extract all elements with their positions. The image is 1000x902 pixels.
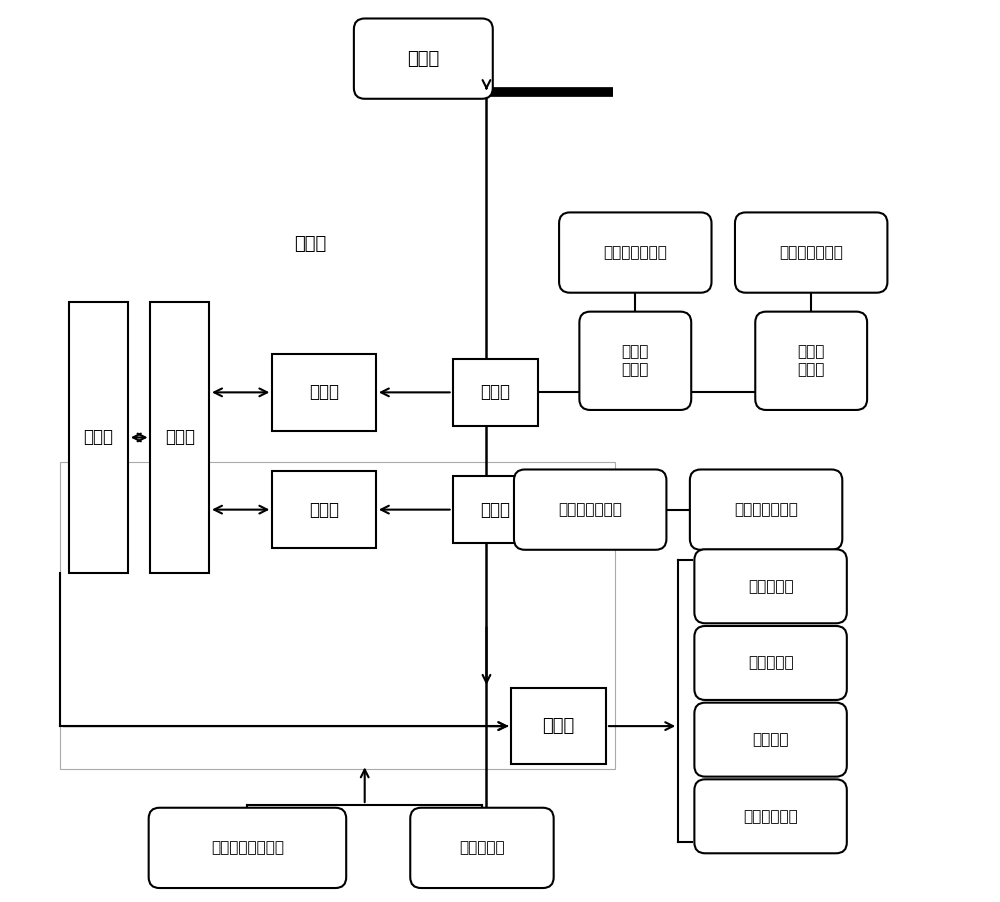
FancyBboxPatch shape: [559, 213, 712, 292]
Text: 智能采
集终端: 智能采 集终端: [622, 344, 649, 378]
Text: 数据库: 数据库: [84, 428, 114, 446]
FancyBboxPatch shape: [694, 626, 847, 700]
Text: 报警表录入: 报警表录入: [459, 841, 505, 855]
Text: 工艺过程参数: 工艺过程参数: [743, 809, 798, 824]
Text: 客户端: 客户端: [543, 717, 575, 735]
Text: 机床基础数据录入: 机床基础数据录入: [211, 841, 284, 855]
FancyBboxPatch shape: [514, 470, 666, 550]
Text: 电子布局图: 电子布局图: [748, 656, 793, 670]
FancyBboxPatch shape: [272, 471, 376, 548]
Text: 第一组数控机床: 第一组数控机床: [603, 245, 667, 260]
FancyBboxPatch shape: [511, 687, 606, 765]
Text: 监控端: 监控端: [309, 383, 339, 401]
FancyBboxPatch shape: [150, 302, 209, 573]
Text: 智能采
集终端: 智能采 集终端: [798, 344, 825, 378]
Text: 防火墙: 防火墙: [407, 50, 439, 68]
FancyBboxPatch shape: [69, 302, 128, 573]
FancyBboxPatch shape: [453, 476, 538, 543]
Text: 交换机: 交换机: [480, 501, 510, 519]
FancyBboxPatch shape: [579, 312, 691, 410]
Text: 报警信息: 报警信息: [752, 732, 789, 747]
Text: 监控端: 监控端: [309, 501, 339, 519]
FancyBboxPatch shape: [149, 808, 346, 888]
FancyBboxPatch shape: [694, 549, 847, 623]
Text: 局域网: 局域网: [294, 235, 327, 253]
FancyBboxPatch shape: [410, 808, 554, 888]
FancyBboxPatch shape: [690, 470, 842, 550]
Text: 交换机: 交换机: [480, 383, 510, 401]
FancyBboxPatch shape: [735, 213, 887, 292]
FancyBboxPatch shape: [755, 312, 867, 410]
FancyBboxPatch shape: [354, 18, 493, 98]
Text: 第二组数控机床: 第二组数控机床: [734, 502, 798, 517]
Text: 电子查看板: 电子查看板: [748, 579, 793, 594]
FancyBboxPatch shape: [694, 779, 847, 853]
Text: 第二组数控机床: 第二组数控机床: [558, 502, 622, 517]
Text: 服务器: 服务器: [165, 428, 195, 446]
FancyBboxPatch shape: [694, 703, 847, 777]
FancyBboxPatch shape: [272, 354, 376, 431]
Text: 第一组数控机床: 第一组数控机床: [779, 245, 843, 260]
FancyBboxPatch shape: [453, 359, 538, 427]
Bar: [60, 463, 615, 769]
